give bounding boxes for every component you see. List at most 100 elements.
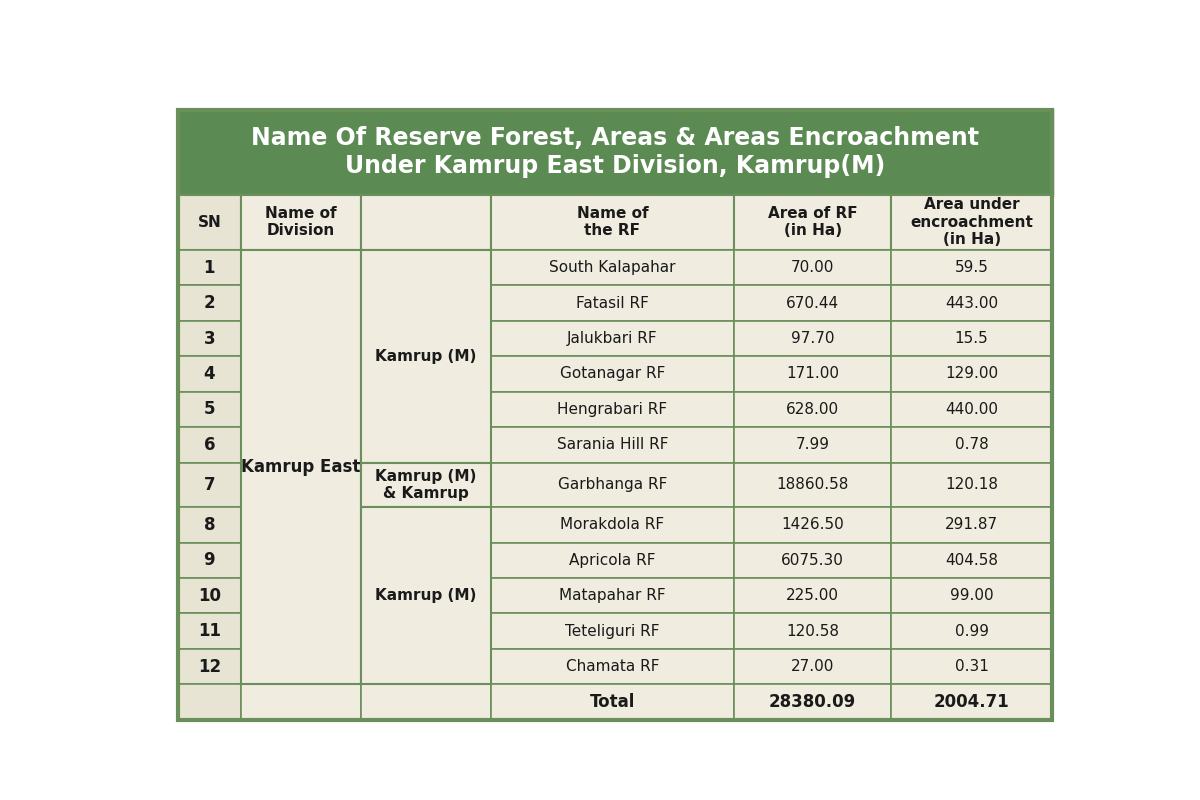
Bar (734, 684, 892, 720)
Text: 9: 9 (204, 551, 215, 570)
Bar (892, 462, 1052, 507)
Bar (361, 542, 491, 578)
Text: 3: 3 (204, 330, 215, 347)
Text: Kamrup (M)
& Kamrup: Kamrup (M) & Kamrup (376, 469, 476, 501)
Bar (361, 507, 491, 684)
Text: Chamata RF: Chamata RF (565, 659, 659, 674)
Bar (361, 614, 491, 649)
Bar (241, 684, 361, 720)
Bar (734, 392, 892, 427)
Text: 1: 1 (204, 258, 215, 277)
Bar (734, 614, 892, 649)
Text: 120.58: 120.58 (786, 624, 839, 638)
Bar (361, 462, 491, 507)
Bar (241, 194, 361, 250)
Bar (178, 250, 241, 286)
Bar (241, 250, 361, 286)
Bar (892, 578, 1052, 614)
Text: 27.00: 27.00 (791, 659, 834, 674)
Text: 0.31: 0.31 (955, 659, 989, 674)
Bar (892, 194, 1052, 250)
Text: 6: 6 (204, 436, 215, 454)
Bar (734, 649, 892, 684)
Bar (241, 392, 361, 427)
Bar (491, 427, 734, 462)
Text: 171.00: 171.00 (786, 366, 839, 382)
Text: Fatasil RF: Fatasil RF (576, 296, 649, 310)
Text: 11: 11 (198, 622, 221, 640)
Bar (491, 542, 734, 578)
Text: Hengrabari RF: Hengrabari RF (557, 402, 667, 417)
Text: 2: 2 (204, 294, 215, 312)
Bar (892, 250, 1052, 286)
Text: Kamrup (M): Kamrup (M) (376, 349, 476, 364)
Bar (734, 507, 892, 542)
Bar (241, 649, 361, 684)
Text: 1426.50: 1426.50 (781, 518, 844, 532)
Bar (491, 649, 734, 684)
Bar (892, 614, 1052, 649)
Bar (734, 542, 892, 578)
Bar (491, 578, 734, 614)
Text: Apricola RF: Apricola RF (569, 553, 655, 568)
Bar (491, 194, 734, 250)
Bar (892, 507, 1052, 542)
Text: 99.00: 99.00 (950, 588, 994, 603)
Text: 225.00: 225.00 (786, 588, 839, 603)
Bar (178, 507, 241, 542)
Bar (892, 392, 1052, 427)
Bar (491, 462, 734, 507)
Bar (178, 462, 241, 507)
Text: 6075.30: 6075.30 (781, 553, 844, 568)
Bar (241, 614, 361, 649)
Bar (178, 578, 241, 614)
Text: 0.78: 0.78 (955, 438, 989, 452)
Bar (892, 649, 1052, 684)
Text: Jalukbari RF: Jalukbari RF (568, 331, 658, 346)
Bar (734, 321, 892, 356)
Text: 670.44: 670.44 (786, 296, 839, 310)
Bar (892, 684, 1052, 720)
Bar (892, 427, 1052, 462)
Text: 129.00: 129.00 (946, 366, 998, 382)
Text: 7.99: 7.99 (796, 438, 829, 452)
Bar (241, 286, 361, 321)
Bar (361, 321, 491, 356)
Bar (178, 427, 241, 462)
Text: Area of RF
(in Ha): Area of RF (in Ha) (768, 206, 857, 238)
Text: Teteliguri RF: Teteliguri RF (565, 624, 660, 638)
Text: Kamrup (M): Kamrup (M) (376, 588, 476, 603)
Text: 5: 5 (204, 400, 215, 418)
Bar (241, 321, 361, 356)
Bar (361, 649, 491, 684)
Text: 2004.71: 2004.71 (934, 693, 1009, 711)
Text: 440.00: 440.00 (946, 402, 998, 417)
Text: Matapahar RF: Matapahar RF (559, 588, 666, 603)
Bar (361, 250, 491, 462)
Bar (361, 578, 491, 614)
Text: 120.18: 120.18 (946, 478, 998, 492)
Bar (178, 649, 241, 684)
Bar (241, 578, 361, 614)
Text: 443.00: 443.00 (946, 296, 998, 310)
Bar (178, 194, 241, 250)
Text: 7: 7 (204, 476, 215, 494)
Text: Garbhanga RF: Garbhanga RF (558, 478, 667, 492)
Bar (491, 392, 734, 427)
Text: 291.87: 291.87 (946, 518, 998, 532)
Text: 97.70: 97.70 (791, 331, 834, 346)
Text: 8: 8 (204, 516, 215, 534)
Text: 70.00: 70.00 (791, 260, 834, 275)
Bar (361, 462, 491, 507)
Bar (491, 250, 734, 286)
Bar (491, 321, 734, 356)
Bar (892, 286, 1052, 321)
Text: Name of
the RF: Name of the RF (576, 206, 648, 238)
Bar (361, 684, 491, 720)
Bar (241, 356, 361, 392)
Bar (178, 392, 241, 427)
Text: Morakdola RF: Morakdola RF (560, 518, 665, 532)
Text: 404.58: 404.58 (946, 553, 998, 568)
Bar (734, 578, 892, 614)
Bar (178, 542, 241, 578)
